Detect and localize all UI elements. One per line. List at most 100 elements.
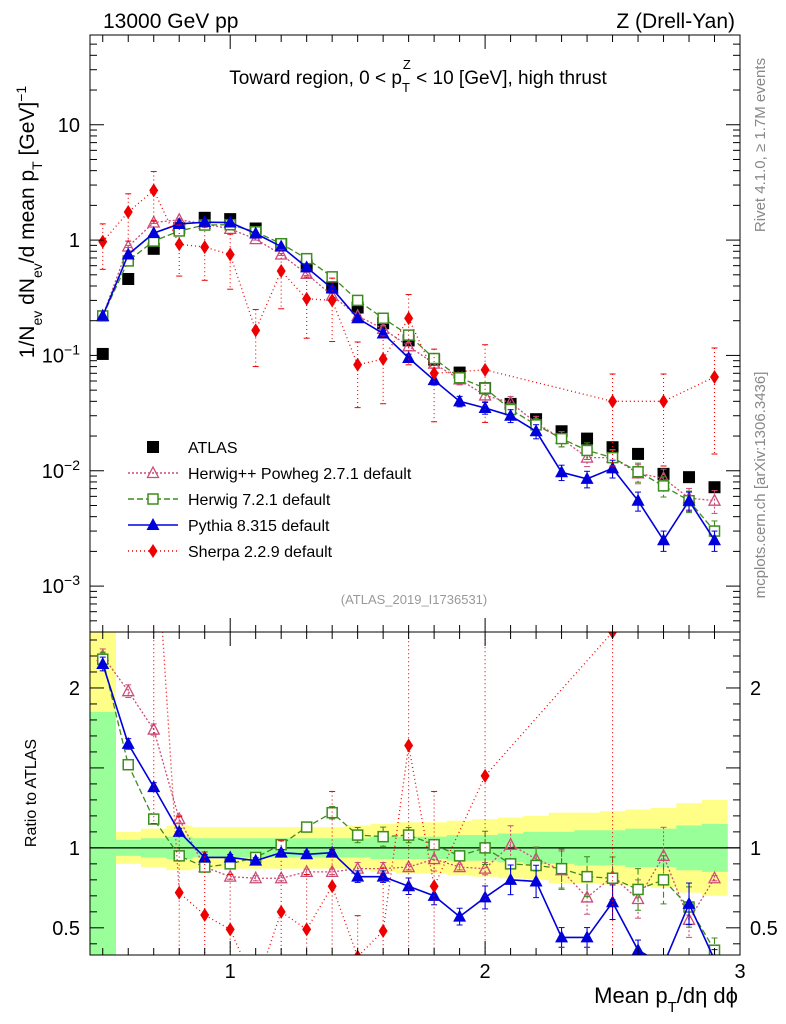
main-pythia-point [504,408,518,421]
ratio-y-axis-label: Ratio to ATLAS [23,739,40,847]
main-pythia-point [351,311,365,324]
main-panel: 10−3 10−2 10−1 1 10 Toward region, 0 < pTZ <… [13,34,741,633]
main-sherpa-point [174,237,184,252]
ratio-herwig++-point [504,837,518,850]
main-herwig++-point [707,493,722,506]
ratio-sherpa-point [429,879,439,894]
main-pythia-point [682,493,696,506]
legend-item: Sherpa 2.2.9 default [128,544,333,561]
main-atlas-point [96,347,109,360]
legend-label: Sherpa 2.2.9 default [188,544,333,561]
main-pythia-point [325,281,339,294]
ratio-herwig++-point [402,859,416,873]
series-pythia [96,215,722,552]
main-sherpa-point [429,366,439,381]
main-pythia-point [274,239,288,252]
main-pythia-point [402,350,416,363]
ratio-sherpa-point [480,768,490,783]
ratio-herwig-point [300,821,313,833]
legend-item: ATLAS [147,440,238,457]
main-sherpa-point [251,323,261,338]
series-sherpa [98,171,720,467]
main-herwig-point [555,432,568,445]
ratio-herwig-point [402,829,415,841]
ratio-pythia-point [172,824,186,837]
main-pythia-point [376,326,390,339]
legend-item: Herwig++ Powheg 2.7.1 default [128,465,412,483]
ratio-pythia-point [96,656,110,669]
main-herwig-point [351,294,364,307]
ratio-pythia-point [223,850,237,863]
main-herwig-point [377,312,389,325]
header-left: 13000 GeV pp [103,10,238,33]
ratio-herwig-point [351,829,364,841]
ratio-pythia-point [121,736,135,749]
main-pythia-point [147,226,161,239]
ratio-herwig-point [581,870,593,883]
ratio-herwig-point [657,874,670,886]
main-pythia-point [580,471,594,484]
main-title: Toward region, 0 < pTZ < 10 [GeV], high … [229,57,607,95]
ratio-herwig++-point [274,870,288,884]
ratio-sherpa-point [225,922,235,937]
main-atlas-point [632,447,645,460]
legend-label: Pythia 8.315 default [188,518,330,535]
legend-item: Pythia 8.315 default [128,518,330,535]
main-pythia-point [300,260,314,273]
main-y-axis-label: 1/Nev dNev/d mean pT [GeV]−1 [13,86,45,359]
ratio-series-sherpa [150,632,618,994]
main-sherpa-point [149,183,159,198]
ratio-herwig-point [555,862,568,875]
ratio-herwig-point [122,758,134,771]
ratio-pythia-point [504,872,518,885]
y-tick-label: 10−3 [42,572,80,598]
header-right: Z (Drell-Yan) [616,10,735,33]
main-herwig-point [326,271,338,283]
ratio-pythia-point [249,853,263,866]
main-pythia-point [453,394,467,407]
legend-marker [146,465,160,479]
x-tick-label: 3 [734,961,745,983]
legend-label: Herwig++ Powheg 2.7.1 default [188,466,412,483]
main-herwig++-point [580,450,594,463]
main-pythia-point [96,308,110,321]
ratio-pythia-point [580,930,594,943]
ratio-herwig++-point [223,869,237,882]
main-pythia-point [249,226,263,239]
ratio-y-tick-label-left: 2 [69,678,80,700]
ratio-sherpa-point [378,924,388,939]
main-sherpa-point [123,205,133,220]
mcplots-label: mcplots.cern.ch [arXiv:1306.3436] [752,372,769,599]
main-herwig-point [581,444,593,457]
main-sherpa-point [327,293,337,308]
x-tick-label: 2 [480,961,491,983]
ratio-herwig-line [102,659,716,951]
ratio-series-herwig [96,651,721,955]
ratio-y-tick-label-right: 2 [750,678,761,700]
main-atlas-point [683,471,696,484]
main-sherpa-point [404,311,414,326]
rivet-version-label: Rivet 4.1.0, ≥ 1.7M events [752,58,769,232]
legend: ATLAS Herwig++ Powheg 2.7.1 default Herwig… [128,440,412,561]
main-pythia-point [478,401,492,414]
ratio-sherpa-point [251,980,260,994]
legend-marker [146,518,160,530]
band-green [90,711,116,955]
ratio-pythia-point [427,888,441,901]
ratio-panel: 0.5 0.5 1 1 2 2 1 2 3 Ratio to ATLAS Mean pT/dη … [23,631,778,1016]
ratio-herwig++-point [121,683,135,697]
ratio-herwig-point [377,830,389,843]
main-sherpa-line [102,189,715,402]
ratio-pythia-point [478,890,492,903]
ratio-herwig++-point [631,891,645,905]
ratio-pythia-point [657,958,670,970]
ratio-series-pythia [96,656,718,970]
legend-item: Herwig 7.2.1 default [128,492,331,509]
ratio-pythia-point [147,780,161,793]
main-pythia-point [657,533,671,546]
y-tick-label: 10−2 [42,457,80,483]
main-pythia-point [198,215,212,228]
analysis-label: (ATLAS_2019_I1736531) [341,592,487,607]
ratio-sherpa-point [302,922,312,937]
ratio-herwig++-point [453,859,467,873]
